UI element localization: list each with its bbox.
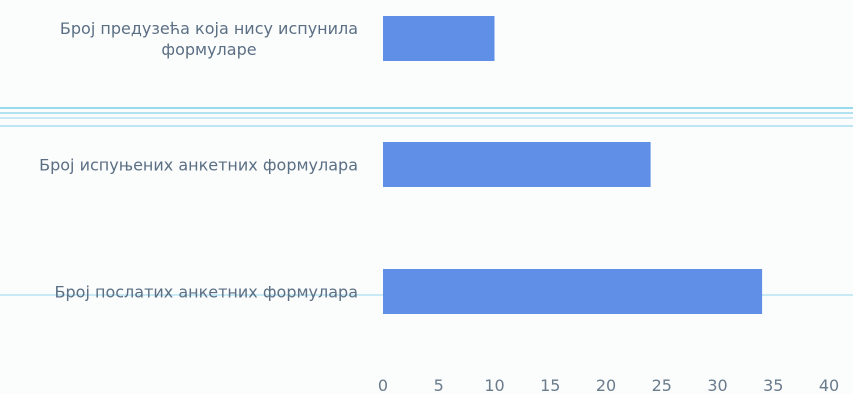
category-label-line: формуларе — [161, 40, 256, 59]
category-labels: Број предузећа која нису испунила формула… — [39, 19, 358, 302]
bar-0 — [383, 16, 495, 61]
bar-1 — [383, 142, 651, 187]
x-tick-label: 5 — [434, 376, 444, 394]
x-tick-label: 15 — [540, 376, 560, 394]
category-label-line: Број послатих анкетних формулара — [55, 283, 358, 302]
category-label-1: Број испуњених анкетних формулара — [39, 156, 358, 175]
scan-artifact-lines — [0, 107, 853, 296]
bar-series — [383, 16, 763, 314]
category-label-2: Број послатих анкетних формулара — [55, 283, 358, 302]
x-tick-label: 30 — [707, 376, 727, 394]
category-label-line: Број испуњених анкетних формулара — [39, 156, 358, 175]
x-tick-label: 35 — [763, 376, 783, 394]
x-tick-label: 40 — [819, 376, 839, 394]
category-label-0: Број предузећа која нису испунила формула… — [60, 19, 358, 59]
x-axis-tick-labels: 0 5 10 15 20 25 30 35 40 — [378, 376, 839, 394]
bar-2 — [383, 269, 763, 314]
x-tick-label: 20 — [596, 376, 616, 394]
category-label-line: Број предузећа која нису испунила — [60, 19, 358, 38]
x-tick-label: 10 — [484, 376, 504, 394]
x-tick-label: 25 — [652, 376, 672, 394]
x-tick-label: 0 — [378, 376, 388, 394]
